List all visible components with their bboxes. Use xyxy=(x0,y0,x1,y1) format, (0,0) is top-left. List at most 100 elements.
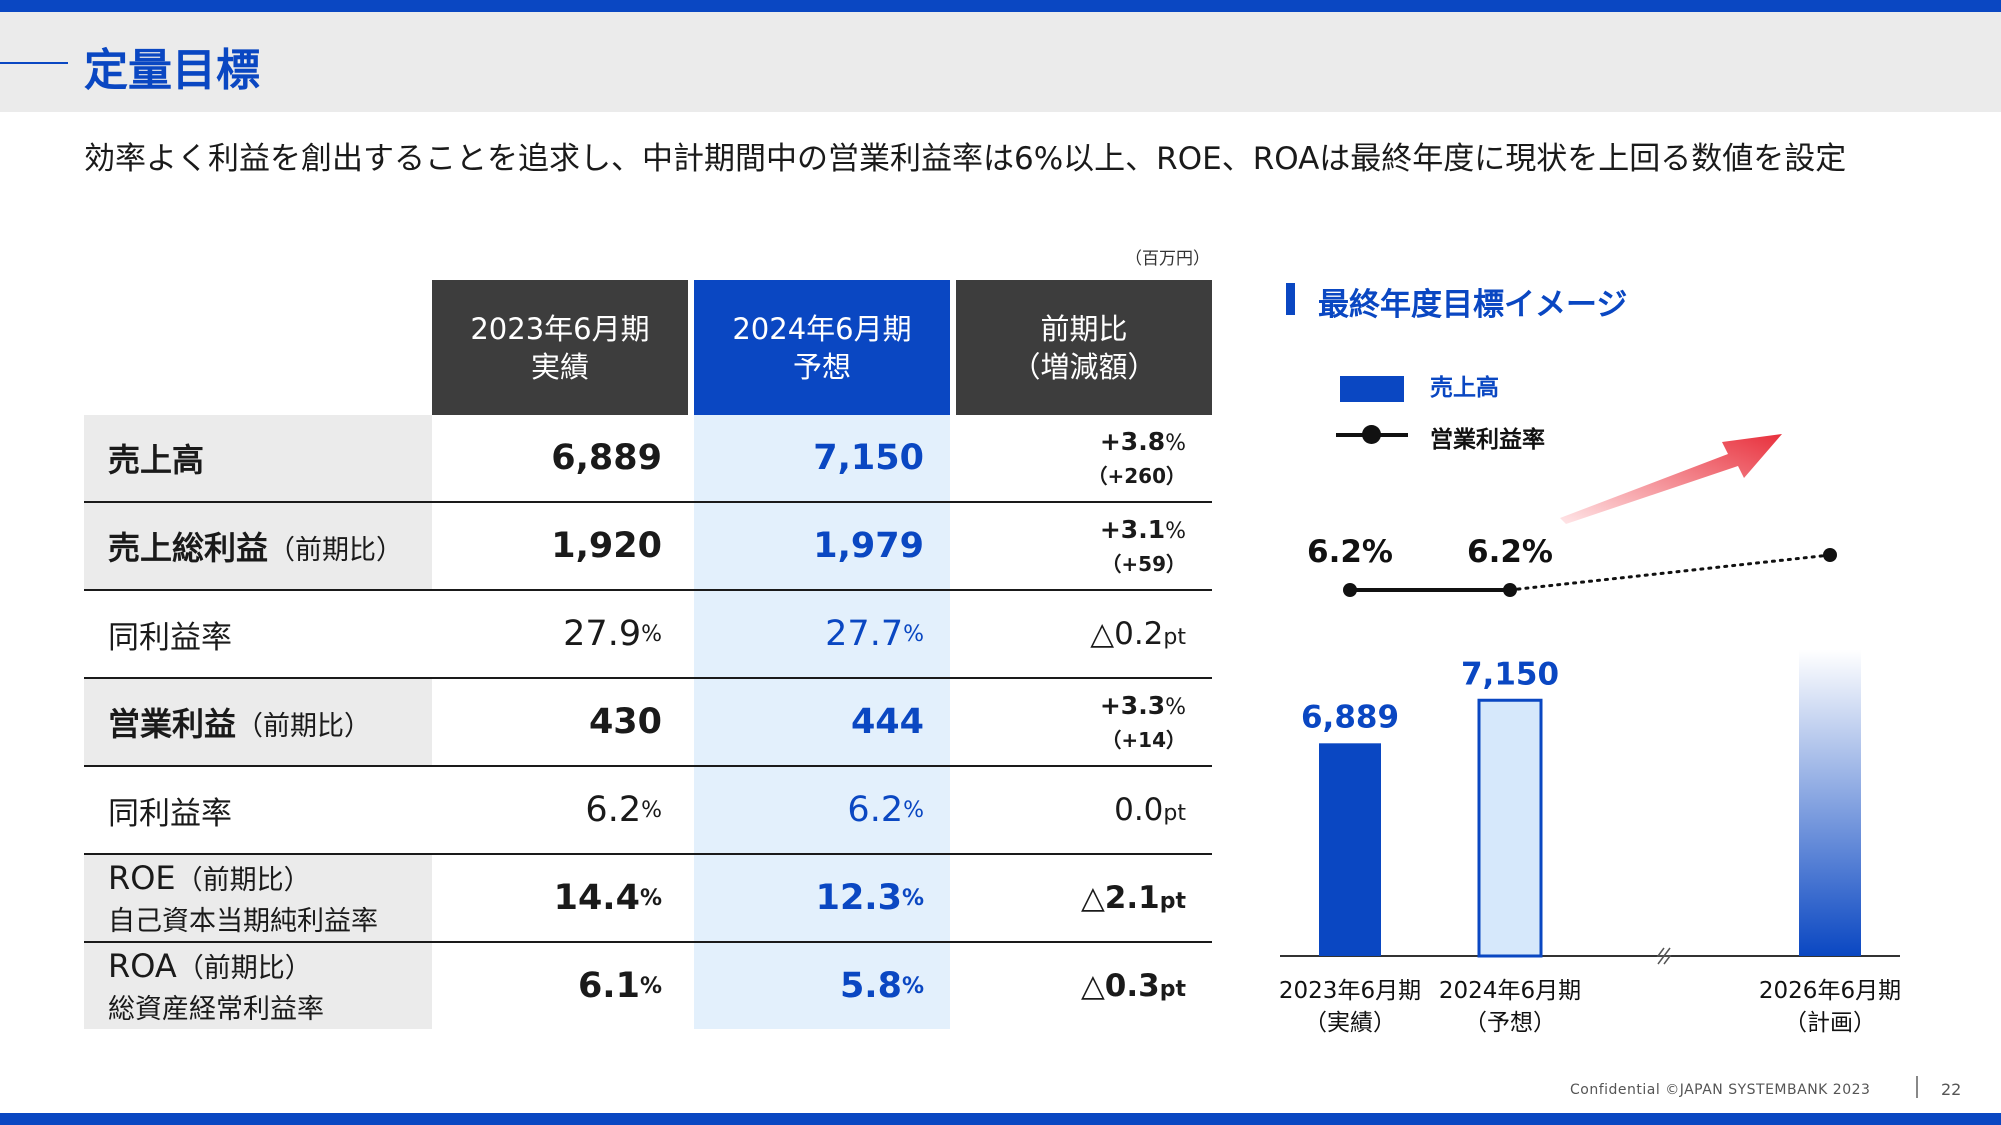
target-chart: 6,889 7,150 6.2% 6.2% 2023年6月期 （実績） 2024年6月期 （予… xyxy=(1279,434,1901,1036)
cell-change: +3.1% （+59） xyxy=(956,503,1212,589)
change-amount: （+260） xyxy=(1087,464,1186,488)
title-band xyxy=(0,12,2001,112)
cell-value: 6.2 xyxy=(847,790,904,830)
header-change-line2: （増減額） xyxy=(1011,349,1157,384)
page-number: 22 xyxy=(1941,1080,1962,1099)
footer-confidential: Confidential ©JAPAN SYSTEMBANK 2023 xyxy=(1570,1082,1871,1098)
row-label: 売上高 xyxy=(84,415,432,501)
change-unit: % xyxy=(1165,431,1186,456)
cell-2023: 6.1% xyxy=(432,943,688,1029)
row-label-main: 売上総利益 xyxy=(108,529,269,567)
table-row-roa: ROA（前期比） 総資産経常利益率 6.1% 5.8% △0.3pt xyxy=(84,943,1212,1031)
axis-break-mark xyxy=(1662,947,1672,965)
page-title: 定量目標 xyxy=(84,45,260,96)
table-row-operating-profit: 営業利益（前期比） 430 444 +3.3% （+14） xyxy=(84,679,1212,767)
cell-value: 7,150 xyxy=(813,438,924,478)
change-unit: pt xyxy=(1159,977,1186,1002)
axis-break-mark xyxy=(1656,947,1666,965)
row-label-sub: （前期比） xyxy=(268,535,404,566)
row-label-sub: （前期比） xyxy=(236,711,372,742)
growth-arrow xyxy=(1560,434,1782,524)
cell-change: △2.1pt xyxy=(956,855,1212,941)
change-unit: pt xyxy=(1159,889,1186,914)
cell-2024: 444 xyxy=(694,679,950,765)
cell-2024: 27.7% xyxy=(694,591,950,677)
chart-heading-marker xyxy=(1286,283,1295,315)
margin-point-plan xyxy=(1823,548,1837,562)
header-change-line1: 前期比 xyxy=(1040,311,1128,346)
table-row-gross-margin: 同利益率 27.9% 27.7% △0.2pt xyxy=(84,591,1212,679)
cell-unit: % xyxy=(901,885,924,911)
margin-line-projection xyxy=(1508,553,1832,592)
legend-swatch-sales xyxy=(1340,376,1404,402)
bar-sales xyxy=(1319,743,1381,956)
cell-unit: % xyxy=(641,621,662,647)
cell-unit: % xyxy=(639,973,662,999)
change-unit: pt xyxy=(1163,625,1186,650)
change-amount: （+59） xyxy=(1101,552,1186,576)
row-label-main: 売上高 xyxy=(108,441,205,479)
change-value: △0.2 xyxy=(1090,616,1164,652)
row-label-main: ROE xyxy=(108,859,176,897)
cell-2024: 6.2% xyxy=(694,767,950,853)
cell-change: △0.2pt xyxy=(956,591,1212,677)
cell-2023: 14.4% xyxy=(432,855,688,941)
cell-change: +3.8% （+260） xyxy=(956,415,1212,501)
top-accent-bar xyxy=(0,0,2001,12)
bar-sales-plan xyxy=(1799,650,1861,956)
title-accent-line xyxy=(0,62,68,64)
row-label: 同利益率 xyxy=(84,767,432,853)
bottom-accent-bar xyxy=(0,1113,2001,1125)
cell-value: 27.9 xyxy=(563,614,642,654)
change-value: +3.8 xyxy=(1099,427,1166,456)
cell-2023: 6.2% xyxy=(432,767,688,853)
change-unit: % xyxy=(1165,695,1186,720)
chart-title: 最終年度目標イメージ xyxy=(1318,287,1628,323)
cell-2024: 12.3% xyxy=(694,855,950,941)
category-sublabel: （計画） xyxy=(1784,1010,1876,1036)
row-label: ROE（前期比） 自己資本当期純利益率 xyxy=(84,855,432,941)
cell-2023: 430 xyxy=(432,679,688,765)
change-value: △2.1 xyxy=(1080,880,1160,916)
cell-value: 430 xyxy=(588,702,662,742)
bar-value-label: 6,889 xyxy=(1301,699,1399,735)
lead-text: 効率よく利益を創出することを追求し、中計期間中の営業利益率は6%以上、ROE、R… xyxy=(84,141,1847,177)
change-value: +3.3 xyxy=(1099,691,1166,720)
footer-separator xyxy=(1916,1076,1918,1098)
unit-note: （百万円） xyxy=(1125,249,1210,269)
cell-value: 444 xyxy=(850,702,924,742)
cell-2023: 6,889 xyxy=(432,415,688,501)
cell-2023: 27.9% xyxy=(432,591,688,677)
row-label: ROA（前期比） 総資産経常利益率 xyxy=(84,943,432,1029)
cell-2024: 1,979 xyxy=(694,503,950,589)
bar-sales xyxy=(1477,698,1543,958)
row-label-sub: （前期比） xyxy=(175,865,311,896)
cell-value: 1,920 xyxy=(551,526,662,566)
header-2024-line2: 予想 xyxy=(792,349,851,384)
cell-unit: % xyxy=(641,797,662,823)
margin-value-label: 6.2% xyxy=(1467,534,1553,570)
row-label: 同利益率 xyxy=(84,591,432,677)
change-amount: （+14） xyxy=(1101,728,1186,752)
cell-change: +3.3% （+14） xyxy=(956,679,1212,765)
table-row-operating-margin: 同利益率 6.2% 6.2% 0.0pt xyxy=(84,767,1212,855)
cell-2024: 7,150 xyxy=(694,415,950,501)
row-label-main: 同利益率 xyxy=(108,795,232,832)
table-row-sales: 売上高 6,889 7,150 +3.8% （+260） xyxy=(84,415,1212,503)
cell-2023: 1,920 xyxy=(432,503,688,589)
bar-value-label: 7,150 xyxy=(1461,656,1559,692)
margin-point xyxy=(1503,583,1517,597)
row-label-main: ROA xyxy=(108,947,177,985)
header-change: 前期比 （増減額） xyxy=(956,280,1212,415)
legend-dot-margin xyxy=(1362,425,1381,444)
cell-value: 14.4 xyxy=(553,878,640,918)
row-label: 売上総利益（前期比） xyxy=(84,503,432,589)
legend-label-sales: 売上高 xyxy=(1430,375,1499,401)
cell-2024: 5.8% xyxy=(694,943,950,1029)
row-label-main: 同利益率 xyxy=(108,619,232,656)
legend-label-margin: 営業利益率 xyxy=(1430,427,1545,453)
category-sublabel: （予想） xyxy=(1464,1010,1556,1036)
cell-value: 12.3 xyxy=(815,878,902,918)
category-label: 2023年6月期 xyxy=(1279,978,1421,1004)
margin-point xyxy=(1343,583,1357,597)
